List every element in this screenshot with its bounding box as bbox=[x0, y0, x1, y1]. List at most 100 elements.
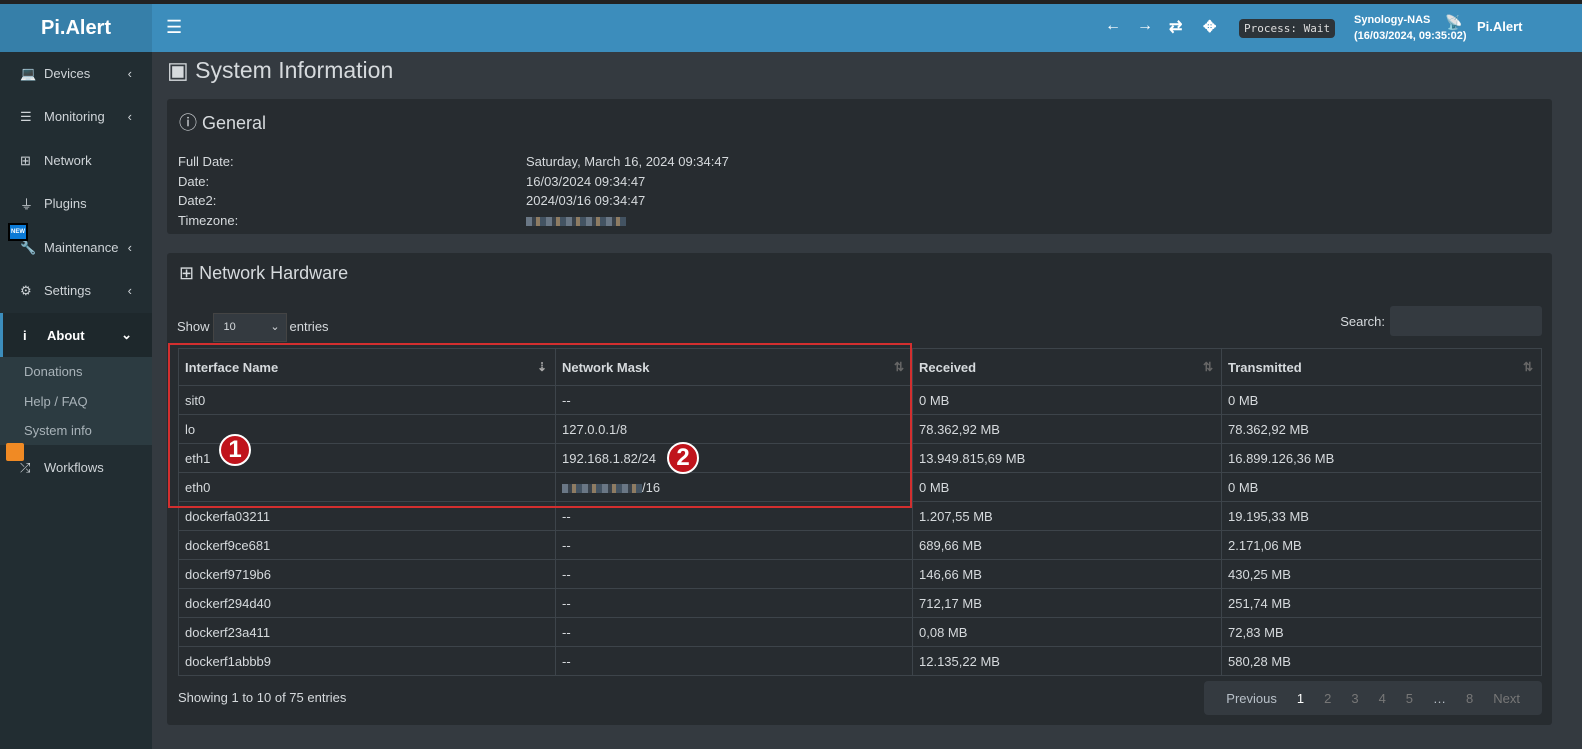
search-input[interactable] bbox=[1390, 306, 1542, 336]
value-date2: 2024/03/16 09:34:47 bbox=[526, 193, 646, 208]
router-icon[interactable]: 📡 bbox=[1445, 14, 1463, 30]
window-top-bar bbox=[0, 0, 1582, 4]
info-circle-icon: ⓘ bbox=[179, 113, 197, 133]
sidebar-label: About bbox=[47, 327, 85, 343]
annotation-badge-1: 1 bbox=[219, 434, 251, 466]
cell-text: dockerf294d40 bbox=[185, 595, 272, 611]
cell-text: 12.135,22 MB bbox=[919, 653, 1000, 669]
table-cell: 0 MB bbox=[1221, 385, 1542, 415]
app-logo[interactable]: Pi.Alert bbox=[0, 4, 152, 52]
general-values: Saturday, March 16, 2024 09:34:47 16/03/… bbox=[526, 152, 729, 230]
cell-text: 580,28 MB bbox=[1228, 653, 1291, 669]
chart-icon: ☰ bbox=[20, 108, 32, 124]
about-submenu: Donations Help / FAQ System info bbox=[0, 357, 152, 445]
sidebar-item-plugins[interactable]: ⏚ Plugins bbox=[0, 182, 152, 225]
sidebar-label: Plugins bbox=[44, 196, 87, 211]
sidebar-item-maintenance[interactable]: 🔧 Maintenance ‹ bbox=[0, 226, 152, 269]
submenu-donations[interactable]: Donations bbox=[24, 364, 83, 379]
table-cell: 16.899.126,36 MB bbox=[1221, 443, 1542, 473]
table-cell: 580,28 MB bbox=[1221, 646, 1542, 676]
sort-asc-icon: ⇣ bbox=[536, 359, 547, 374]
page-1[interactable]: 1 bbox=[1296, 690, 1305, 706]
cell-text: -- bbox=[562, 653, 571, 669]
label-date: Date: bbox=[178, 173, 210, 189]
table-cell: dockerf23a411 bbox=[178, 617, 556, 647]
col-transmitted[interactable]: Transmitted ⇅ bbox=[1221, 348, 1542, 386]
label-date2: Date2: bbox=[178, 193, 217, 208]
sidebar-label: Monitoring bbox=[44, 109, 105, 124]
cell-text: 712,17 MB bbox=[919, 595, 982, 611]
submenu-help-faq[interactable]: Help / FAQ bbox=[24, 393, 88, 409]
reload-icon[interactable]: ⇄ bbox=[1169, 19, 1183, 36]
table-cell: -- bbox=[555, 385, 913, 415]
submenu-system-info[interactable]: System info bbox=[24, 423, 92, 438]
cell-text: eth1 bbox=[185, 450, 211, 466]
next-button[interactable]: Next bbox=[1493, 690, 1520, 706]
page-3[interactable]: 3 bbox=[1351, 690, 1359, 706]
chip-icon: ▣ bbox=[167, 57, 189, 83]
cell-text: 146,66 MB bbox=[919, 566, 982, 582]
table-cell: -- bbox=[555, 559, 913, 589]
table-cell: dockerf9719b6 bbox=[178, 559, 556, 589]
page-5[interactable]: 5 bbox=[1405, 690, 1414, 706]
entries-select[interactable]: 10 ⌄ bbox=[212, 313, 287, 342]
page-4[interactable]: 4 bbox=[1378, 690, 1386, 706]
sidebar-item-workflows[interactable]: ⤮ Workflows bbox=[0, 446, 152, 489]
process-status: Process: Wait bbox=[1239, 19, 1336, 38]
back-arrow-icon[interactable]: ← bbox=[1105, 17, 1121, 34]
forward-arrow-icon[interactable]: → bbox=[1137, 17, 1153, 34]
table-cell: 689,66 MB bbox=[912, 530, 1222, 560]
cell-text: sit0 bbox=[185, 392, 206, 408]
cell-text: 0,08 MB bbox=[919, 624, 968, 640]
table-cell: 192.168.1.82/24 bbox=[555, 443, 913, 473]
cell-text: -- bbox=[562, 595, 571, 611]
chevron-down-icon: ⌄ bbox=[121, 327, 132, 342]
col-received[interactable]: Received ⇅ bbox=[912, 348, 1222, 386]
entries-length: Show 10 ⌄ entries bbox=[177, 313, 329, 342]
sidebar-item-network[interactable]: ⊞ Network bbox=[0, 139, 152, 182]
col-label: Received bbox=[919, 359, 977, 375]
table-cell: 146,66 MB bbox=[912, 559, 1222, 589]
search-label: Search: bbox=[1340, 313, 1385, 329]
sidebar-label: Settings bbox=[44, 283, 91, 298]
page-2[interactable]: 2 bbox=[1324, 690, 1332, 706]
menu-toggle-icon[interactable]: ☰ bbox=[166, 17, 183, 37]
col-interface-name[interactable]: Interface Name ⇣ bbox=[178, 348, 556, 386]
table-row: dockerf9ce681 -- 689,66 MB 2.171,06 MB bbox=[178, 530, 1542, 560]
general-box: ⓘ General Full Date: Date: Date2: Timezo… bbox=[167, 99, 1552, 234]
cell-text: 72,83 MB bbox=[1228, 624, 1284, 640]
table-cell: 12.135,22 MB bbox=[912, 646, 1222, 676]
sidebar-item-devices[interactable]: 💻 Devices ‹ bbox=[0, 52, 152, 95]
col-network-mask[interactable]: Network Mask ⇅ bbox=[555, 348, 913, 386]
cell-text: dockerf9719b6 bbox=[185, 566, 272, 582]
cell-text: 0 MB bbox=[1228, 392, 1259, 408]
sidebar-item-settings[interactable]: ⚙ Settings ‹ bbox=[0, 269, 152, 312]
page-8[interactable]: 8 bbox=[1466, 690, 1474, 706]
page-title: ▣ System Information bbox=[167, 57, 393, 84]
table-cell: 13.949.815,69 MB bbox=[912, 443, 1222, 473]
sort-icon: ⇅ bbox=[893, 359, 904, 374]
previous-button[interactable]: Previous bbox=[1226, 690, 1277, 706]
cell-text: 0 MB bbox=[919, 479, 950, 495]
user-brand[interactable]: Pi.Alert bbox=[1477, 19, 1523, 34]
table-cell: 430,25 MB bbox=[1221, 559, 1542, 589]
general-title: ⓘ General bbox=[167, 99, 1552, 145]
general-keys: Full Date: Date: Date2: Timezone: bbox=[178, 152, 238, 230]
cell-text: 127.0.0.1/8 bbox=[562, 421, 628, 437]
cell-text: -- bbox=[562, 566, 571, 582]
sidebar-label: Workflows bbox=[44, 460, 104, 475]
cell-text: dockerf1abbb9 bbox=[185, 653, 272, 669]
redacted-ip bbox=[562, 483, 642, 493]
move-arrows-icon[interactable]: ✥ bbox=[1203, 19, 1217, 36]
sidebar-item-monitoring[interactable]: ☰ Monitoring ‹ bbox=[0, 95, 152, 138]
cell-text: /16 bbox=[642, 479, 661, 495]
cell-text: 16.899.126,36 MB bbox=[1228, 450, 1335, 466]
show-label: Show bbox=[177, 318, 210, 334]
table-cell: 251,74 MB bbox=[1221, 588, 1542, 618]
value-date: 16/03/2024 09:34:47 bbox=[526, 173, 646, 189]
cell-text: 430,25 MB bbox=[1228, 566, 1291, 582]
sidebar-item-about[interactable]: i About ⌄ bbox=[0, 313, 152, 357]
chevron-left-icon: ‹ bbox=[127, 283, 132, 298]
table-row: dockerf1abbb9 -- 12.135,22 MB 580,28 MB bbox=[178, 646, 1542, 676]
sidebar-label: Devices bbox=[44, 66, 91, 81]
